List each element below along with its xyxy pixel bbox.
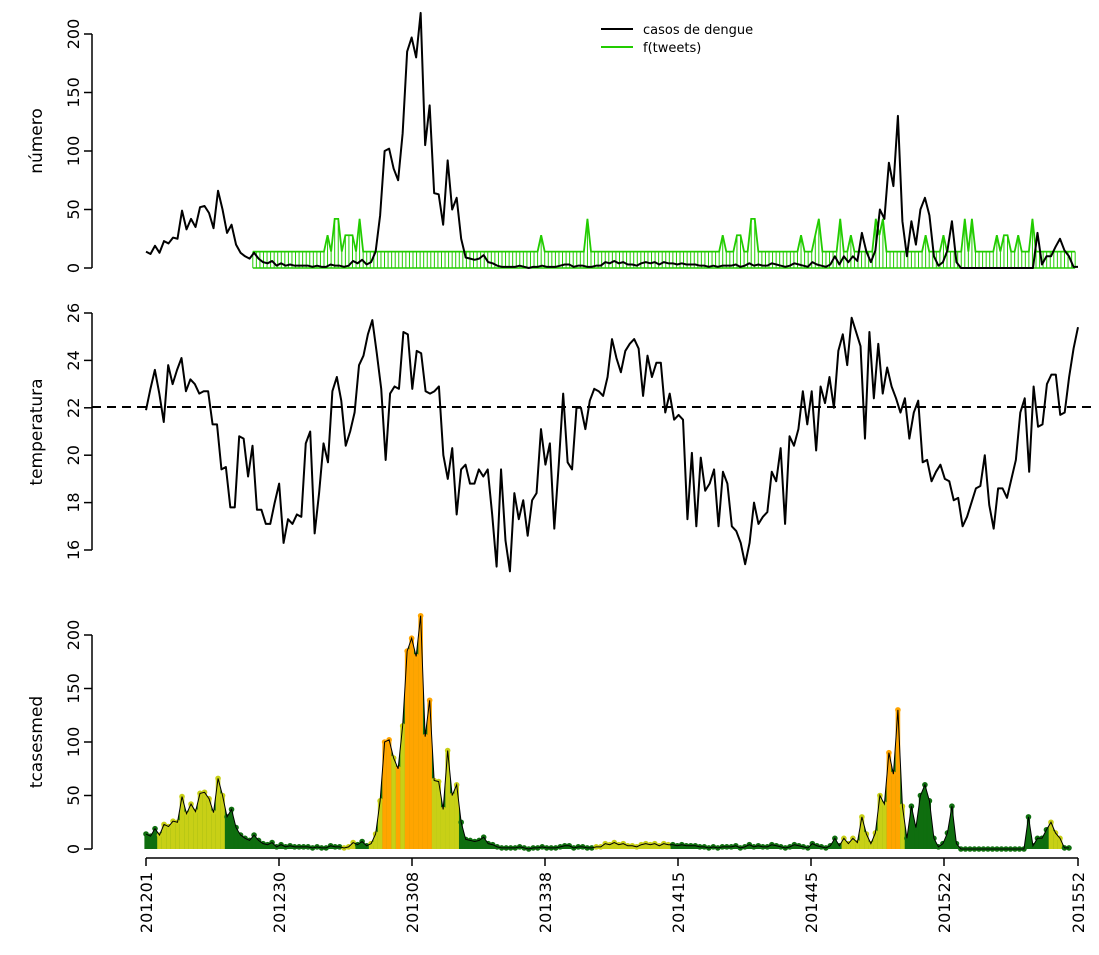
- panel3-y-label: tcasesmed: [27, 696, 47, 788]
- y-tick-label: 26: [64, 303, 83, 323]
- y-tick-label: 18: [64, 492, 83, 512]
- panel-tcasesmed: 0 50 100 150 200 tcasesmed 201201 201230 20130…: [27, 612, 1088, 933]
- temperature-line: [145, 316, 1079, 573]
- y-tick-label: 200: [64, 19, 83, 50]
- panel-cases-tweets: 0 50 100 150 200 número casos de dengue f(tw…: [27, 11, 1078, 273]
- panel2-y-ticks: 16 18 20 22 24 26: [64, 303, 92, 560]
- x-tick-label: 201552: [1069, 872, 1088, 933]
- panel-temperature: 16 18 20 22 24 26 temperatura: [27, 303, 1094, 573]
- tcasesmed-outline: [145, 615, 1069, 850]
- temperature-series: [145, 316, 1079, 573]
- dengue-cases-line: [145, 11, 1078, 269]
- x-ticks: 201201 201230 201308 201338 201415 201445 2015…: [137, 858, 1088, 933]
- y-tick-label: 50: [64, 199, 83, 219]
- panel1-y-ticks: 0 50 100 150 200: [64, 19, 92, 273]
- y-tick-label: 150: [64, 77, 83, 108]
- legend-label-casos: casos de dengue: [643, 23, 753, 38]
- panel1-y-label: número: [27, 108, 47, 174]
- y-tick-label: 100: [64, 727, 83, 758]
- y-tick-label: 22: [64, 398, 83, 418]
- x-tick-label: 201201: [137, 872, 156, 933]
- y-tick-label: 0: [64, 844, 83, 854]
- x-tick-label: 201415: [669, 872, 688, 933]
- tweets-line: [252, 217, 1076, 253]
- y-tick-label: 24: [64, 350, 83, 370]
- y-tick-label: 20: [64, 445, 83, 465]
- x-tick-label: 201230: [270, 872, 289, 933]
- panel3-y-ticks: 0 50 100 150 200: [64, 620, 92, 854]
- y-tick-label: 200: [64, 620, 83, 651]
- y-tick-label: 16: [64, 540, 83, 560]
- legend-label-tweets: f(tweets): [643, 41, 701, 56]
- dengue-cases-series: [145, 11, 1078, 269]
- y-tick-label: 150: [64, 673, 83, 704]
- x-tick-label: 201338: [536, 872, 555, 933]
- panel2-y-label: temperatura: [27, 378, 47, 485]
- y-tick-label: 100: [64, 136, 83, 167]
- y-tick-label: 0: [64, 263, 83, 273]
- tcasesmed-series: [143, 612, 1072, 852]
- x-tick-label: 201522: [935, 872, 954, 933]
- legend: casos de dengue f(tweets): [601, 23, 753, 56]
- x-tick-label: 201308: [403, 872, 422, 933]
- y-tick-label: 50: [64, 785, 83, 805]
- x-tick-label: 201445: [802, 872, 821, 933]
